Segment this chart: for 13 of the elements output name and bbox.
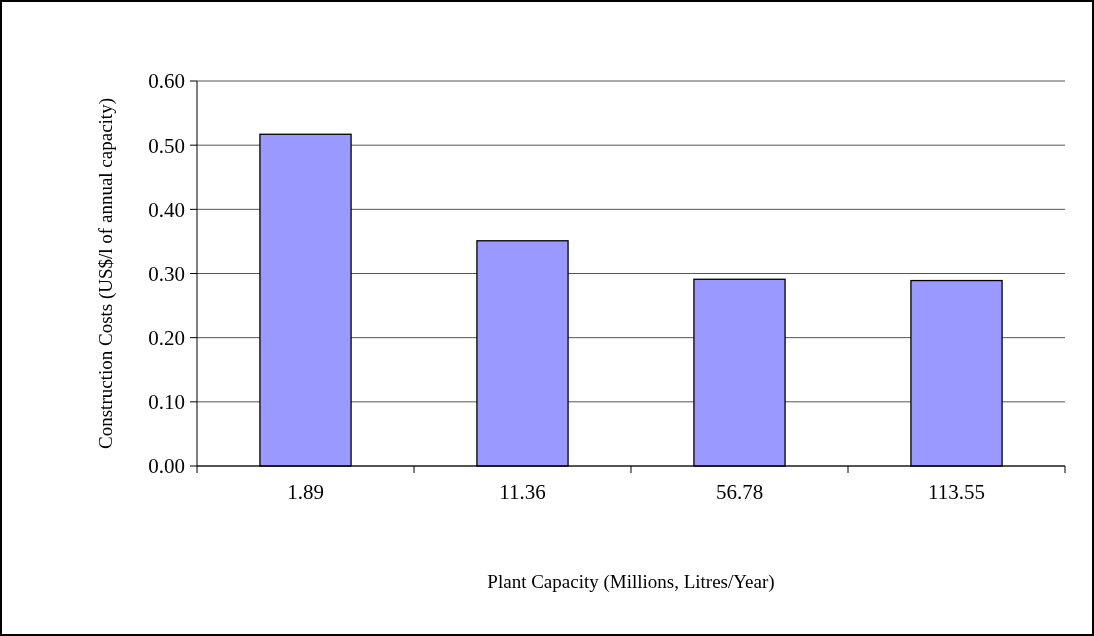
y-tick-label: 0.00 <box>148 454 185 479</box>
y-tick-label: 0.50 <box>148 133 185 158</box>
x-tick-label: 1.89 <box>287 480 324 504</box>
y-tick-label: 0.20 <box>148 326 185 351</box>
x-tick-label: 113.55 <box>928 480 985 504</box>
y-tick-label: 0.40 <box>148 197 185 222</box>
y-tick-label: 0.10 <box>148 390 185 415</box>
y-axis-title: Construction Costs (US$/l of annual capacity) <box>95 98 117 449</box>
y-tick-label: 0.30 <box>148 261 185 286</box>
y-tick-label: 0.60 <box>148 69 185 94</box>
x-tick-label: 56.78 <box>715 480 764 504</box>
x-axis-title: Plant Capacity (Millions, Litres/Year) <box>487 571 775 593</box>
x-tick-label: 11.36 <box>499 480 546 504</box>
